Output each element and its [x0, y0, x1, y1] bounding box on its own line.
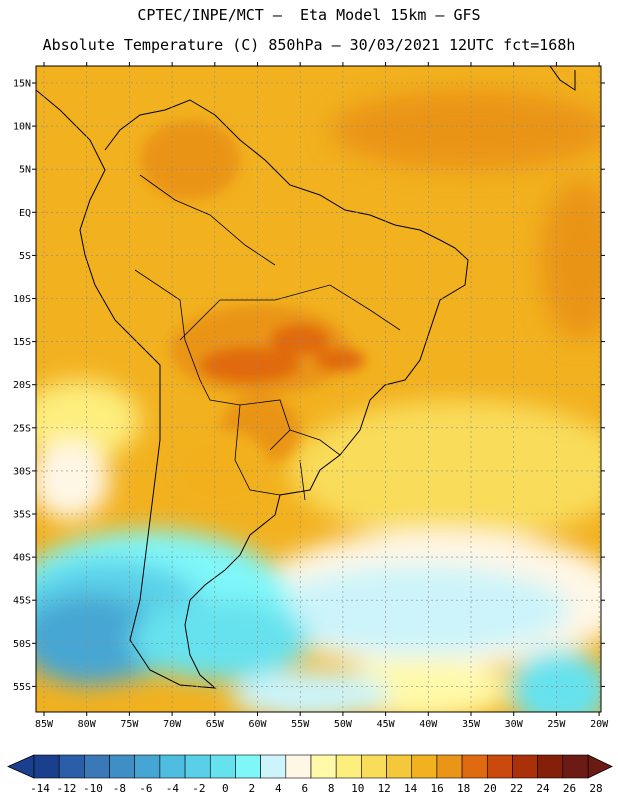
lat-tick-label: EQ [19, 208, 31, 219]
colorbar-swatch [260, 754, 287, 779]
map-frame [35, 65, 602, 713]
colorbar-swatch [562, 754, 589, 779]
lat-tick-label: 35S [13, 510, 31, 521]
lat-tick-label: 10S [13, 294, 31, 305]
lat-tick-label: 5N [19, 165, 31, 176]
colorbar-label: 24 [536, 782, 550, 795]
country-borders [134, 174, 401, 501]
colorbar-label: 22 [510, 782, 523, 795]
colorbar-swatch [512, 754, 538, 779]
colorbar-label: -8 [113, 782, 126, 795]
lat-tick-label: 20S [13, 380, 31, 391]
chart-title-line-2: Absolute Temperature (C) 850hPa – 30/03/… [42, 36, 576, 54]
colorbar-swatch [109, 754, 136, 779]
colorbar: -14 -12 -10 -8 -6 -4 -2 0 2 4 6 8 10 12 14 16 18 20 22 24 26… [7, 754, 613, 795]
colorbar-label: 14 [404, 782, 418, 795]
colorbar-label: 12 [378, 782, 391, 795]
colorbar-label: 6 [301, 782, 308, 795]
lon-tick-label: 35W [462, 719, 481, 730]
colorbar-label: -12 [57, 782, 77, 795]
temperature-field [36, 66, 601, 712]
lat-tick-label: 50S [13, 639, 31, 650]
colorbar-swatch [134, 754, 161, 779]
lat-tick-label: 45S [13, 596, 31, 607]
colorbar-swatch [461, 754, 488, 779]
lon-tick-label: 30W [505, 719, 524, 730]
colorbar-swatch [184, 754, 211, 779]
colorbar-swatch [411, 754, 438, 779]
lon-tick-label: 70W [163, 719, 182, 730]
colorbar-swatch [436, 754, 463, 779]
lat-tick-label: 40S [13, 553, 31, 564]
lat-tick-label: 30S [13, 466, 31, 477]
colorbar-label: -2 [192, 782, 205, 795]
colorbar-swatch [285, 754, 312, 779]
lon-tick-label: 55W [291, 719, 310, 730]
lon-tick-label: 60W [248, 719, 267, 730]
colorbar-label: 16 [431, 782, 444, 795]
colorbar-arrow-high [587, 754, 613, 779]
colorbar-arrow-low [7, 754, 35, 779]
lat-tick-label: 10N [13, 122, 31, 133]
lon-tick-label: 20W [590, 719, 609, 730]
colorbar-label: 4 [275, 782, 282, 795]
lon-tick-label: 85W [35, 719, 54, 730]
colorbar-swatch [33, 754, 60, 779]
colorbar-label: 10 [351, 782, 364, 795]
colorbar-label: 0 [222, 782, 229, 795]
colorbar-swatch [335, 754, 362, 779]
colorbar-swatch [386, 754, 413, 779]
lat-tick-label: 15N [13, 79, 31, 90]
colorbar-swatch [159, 754, 186, 779]
colorbar-label: 26 [563, 782, 576, 795]
lon-tick-label: 50W [334, 719, 353, 730]
lon-tick-label: 80W [78, 719, 97, 730]
colorbar-swatch [361, 754, 387, 779]
lon-tick-label: 40W [419, 719, 438, 730]
lon-tick-label: 65W [206, 719, 225, 730]
latitude-axis: 15N 10N 5N EQ 5S 10S 15S 20S 25S 30S 35S 40S 45S 50S 5… [13, 79, 605, 693]
colorbar-label: -6 [139, 782, 152, 795]
colorbar-label: 2 [248, 782, 255, 795]
colorbar-label: -4 [166, 782, 180, 795]
colorbar-swatch [310, 754, 337, 779]
lat-tick-label: 15S [13, 337, 31, 348]
lat-tick-label: 25S [13, 423, 31, 434]
colorbar-swatch [58, 754, 85, 779]
coastline [36, 66, 576, 689]
colorbar-label: 28 [589, 782, 602, 795]
lat-tick-label: 55S [13, 682, 31, 693]
colorbar-label: 18 [457, 782, 470, 795]
colorbar-swatch [486, 754, 513, 779]
colorbar-swatch [209, 754, 236, 779]
lat-tick-label: 5S [19, 251, 31, 262]
lon-tick-label: 45W [377, 719, 396, 730]
lat-lon-grid [36, 66, 601, 712]
colorbar-label: 20 [483, 782, 496, 795]
lon-tick-label: 25W [547, 719, 566, 730]
chart-title-line-1: CPTEC/INPE/MCT – Eta Model 15km – GFS [137, 6, 481, 24]
longitude-axis: 85W 80W 75W 70W 65W 60W 55W 50W 45W 40W 35W 30W 25W 2… [35, 62, 609, 730]
colorbar-label: -10 [83, 782, 103, 795]
colorbar-label: 8 [328, 782, 335, 795]
colorbar-swatch [84, 754, 110, 779]
colorbar-swatch [537, 754, 564, 779]
colorbar-swatch [235, 754, 261, 779]
colorbar-label: -14 [30, 782, 50, 795]
lon-tick-label: 75W [120, 719, 139, 730]
